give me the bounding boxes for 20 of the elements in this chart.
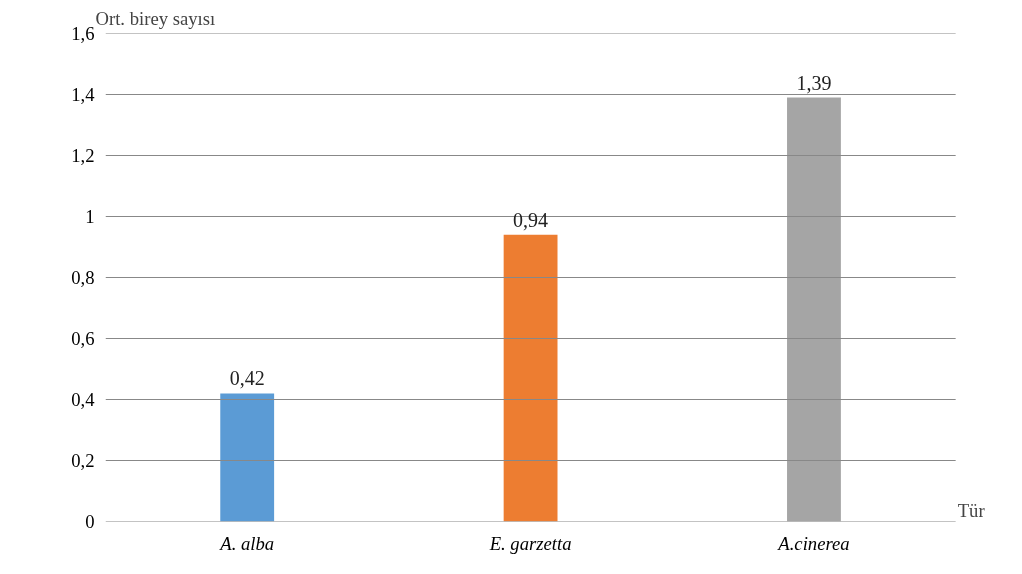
y-tick-label: 1	[85, 206, 95, 227]
y-tick-label: 0,2	[71, 450, 95, 471]
y-tick-label: 1,6	[71, 23, 95, 44]
y-tick-label: 0,8	[71, 267, 95, 288]
x-axis-title: Tür	[957, 499, 986, 521]
y-tick-label: 1,2	[71, 145, 95, 166]
bar	[220, 393, 275, 522]
bar	[787, 97, 841, 522]
x-tick-label: A.cinerea	[776, 532, 850, 554]
bar	[503, 234, 558, 522]
y-tick-label: 1,4	[71, 84, 96, 105]
data-label: 1,39	[796, 71, 832, 94]
data-label: 0,42	[229, 367, 265, 390]
data-label: 0,94	[513, 208, 549, 231]
x-tick-label: A. alba	[218, 532, 275, 554]
y-tick-label: 0,4	[71, 389, 96, 410]
x-tick-label: E. garzetta	[488, 532, 572, 554]
y-tick-label: 0,6	[71, 328, 95, 349]
y-axis-title: Ort. birey sayısı	[95, 7, 216, 29]
y-tick-label: 0	[85, 511, 95, 532]
